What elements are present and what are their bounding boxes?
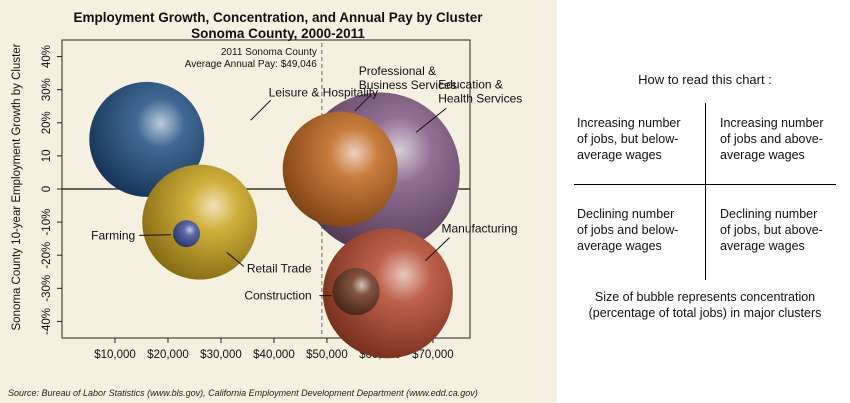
quadrant-text-line: average wages (720, 239, 805, 253)
chart-panel: Employment Growth, Concentration, and An… (0, 0, 557, 403)
x-tick-label: $40,000 (253, 349, 295, 361)
chart-subtitle: Sonoma County, 2000-2011 (191, 26, 365, 41)
quadrant-text-line: average wages (577, 239, 662, 253)
quadrant-top-left: Increasing number of jobs, but below- av… (577, 115, 681, 163)
plot-area: $10,000$20,000$30,000$40,000$50,000$60,0… (41, 39, 522, 361)
y-tick-label: -30% (41, 275, 53, 302)
series-label: Professional & (359, 64, 436, 78)
bubble (282, 111, 398, 227)
series-label: Health Services (438, 91, 522, 105)
y-axis-label: Sonoma County 10-year Employment Growth … (11, 43, 23, 330)
y-tick-label: 40% (41, 45, 53, 68)
bubbles-group (89, 81, 460, 359)
leader-line (250, 99, 272, 121)
source-note: Source: Bureau of Labor Statistics (www.… (8, 388, 478, 398)
leader-line (139, 234, 172, 236)
quadrant-vertical-divider (705, 103, 706, 280)
quadrant-text-line: of jobs, but above- (720, 223, 823, 237)
quadrant-text-line: Declining number (720, 207, 818, 221)
x-tick-label: $30,000 (200, 349, 242, 361)
series-label: Leisure & Hospitality (269, 85, 378, 99)
quadrant-bottom-right: Declining number of jobs, but above- ave… (720, 206, 823, 254)
x-tick-label: $10,000 (94, 349, 136, 361)
quadrant-text-line: average wages (577, 148, 662, 162)
bubble (322, 228, 453, 359)
bubble-chart: Employment Growth, Concentration, and An… (0, 0, 557, 403)
leader-line (354, 94, 372, 112)
x-tick-label: $70,000 (412, 349, 454, 361)
quadrant-text-line: of jobs, but below- (577, 132, 679, 146)
reading-guide: How to read this chart : Increasing numb… (560, 0, 850, 403)
bubble (173, 220, 201, 248)
y-tick-label: 10 (41, 149, 53, 162)
bubble-size-note: Size of bubble represents concentration … (560, 289, 850, 321)
leader-line (415, 107, 447, 133)
chart-background (0, 0, 557, 403)
average-pay-label: Average Annual Pay: $49,046 (185, 59, 318, 70)
y-tick-label: -10% (41, 209, 53, 236)
average-pay-label: 2011 Sonoma County (221, 47, 317, 58)
quadrant-text-line: Increasing number (720, 116, 824, 130)
series-label: Manufacturing (442, 222, 518, 236)
x-tick-label: $50,000 (306, 349, 348, 361)
x-tick-label: $20,000 (147, 349, 189, 361)
quadrant-horizontal-divider (574, 184, 836, 185)
bubble (332, 268, 380, 316)
size-note-line: (percentage of total jobs) in major clus… (588, 306, 822, 320)
bubble (89, 81, 205, 197)
y-tick-label: -20% (41, 242, 53, 269)
series-label: Education & (438, 77, 503, 91)
y-tick-label: 0 (41, 186, 53, 192)
leader-line (226, 252, 245, 267)
series-label: Construction (244, 289, 311, 303)
quadrant-text-line: Increasing number (577, 116, 681, 130)
chart-title: Employment Growth, Concentration, and An… (73, 10, 483, 25)
series-label: Farming (91, 228, 135, 242)
reading-guide-title: How to read this chart : (638, 72, 772, 87)
series-label: Retail Trade (247, 261, 312, 275)
size-note-line: Size of bubble represents concentration (594, 290, 816, 304)
quadrant-text-line: average wages (720, 148, 805, 162)
y-tick-label: 30% (41, 78, 53, 101)
leader-line (425, 237, 450, 262)
quadrant-text-line: of jobs and above- (720, 132, 823, 146)
y-tick-label: 20% (41, 111, 53, 134)
y-tick-label: -40% (41, 308, 53, 335)
quadrant-text-line: Declining number (577, 207, 675, 221)
series-label: Business Services (359, 78, 457, 92)
quadrant-top-right: Increasing number of jobs and above- ave… (720, 115, 824, 163)
quadrant-bottom-left: Declining number of jobs and below- aver… (577, 206, 678, 254)
bubble (142, 164, 258, 280)
quadrant-text-line: of jobs and below- (577, 223, 679, 237)
